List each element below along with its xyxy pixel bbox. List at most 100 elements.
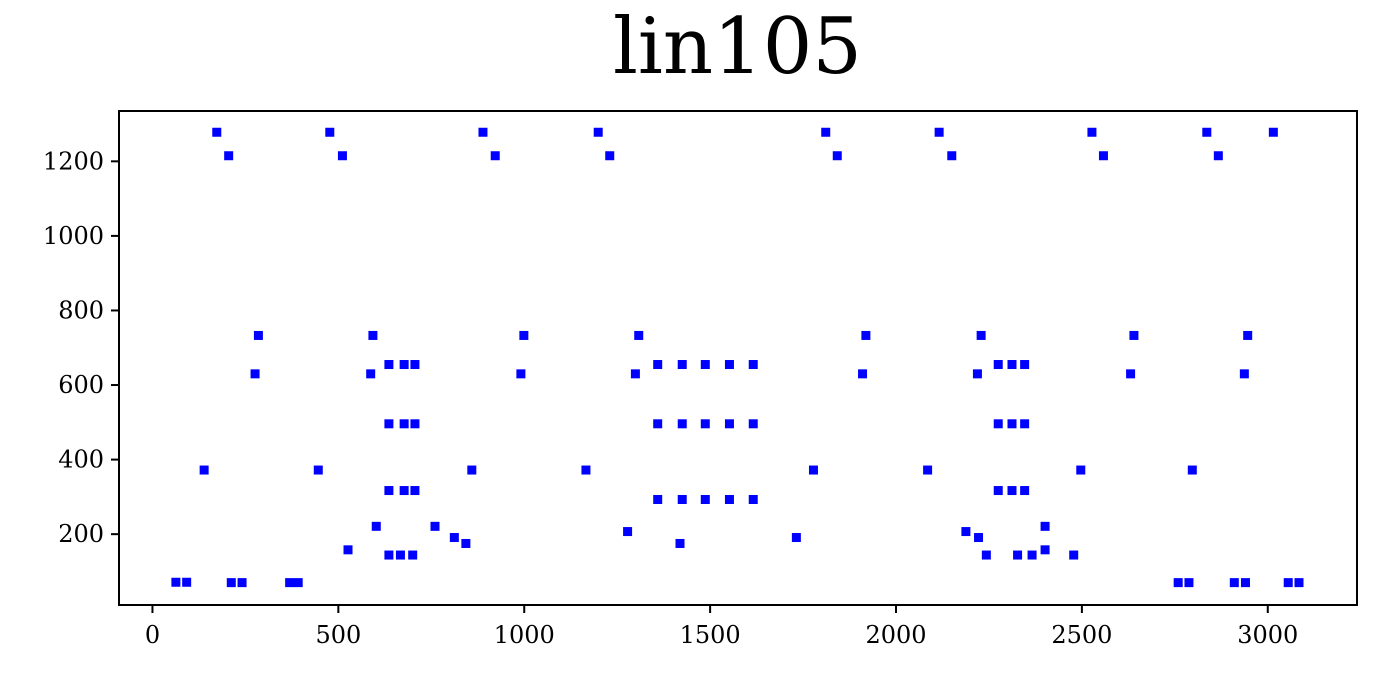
data-point	[337, 151, 347, 161]
data-point	[1126, 369, 1136, 379]
data-point	[1069, 550, 1079, 560]
data-point	[1213, 151, 1223, 161]
data-point	[1013, 550, 1023, 560]
data-point	[623, 527, 633, 537]
data-point	[1087, 127, 1097, 137]
data-point	[634, 330, 644, 340]
data-point	[1007, 360, 1017, 370]
data-point	[791, 533, 801, 543]
data-point	[981, 550, 991, 560]
data-point	[408, 550, 418, 560]
data-point	[325, 127, 335, 137]
data-point	[700, 494, 710, 504]
data-point	[253, 330, 263, 340]
data-point	[605, 151, 615, 161]
data-point	[366, 369, 376, 379]
x-tick-label: 1000	[494, 621, 555, 649]
data-point	[371, 521, 381, 531]
data-point	[1202, 127, 1212, 137]
x-tick-label: 2500	[1051, 621, 1112, 649]
data-point	[285, 578, 295, 588]
y-tick-label: 1000	[43, 222, 104, 250]
y-tick-label: 600	[58, 371, 104, 399]
data-point	[974, 533, 984, 543]
data-point	[821, 127, 831, 137]
data-point	[653, 419, 663, 429]
data-point	[399, 486, 409, 496]
data-point	[1184, 578, 1194, 588]
data-point	[519, 330, 529, 340]
data-point	[724, 494, 734, 504]
x-tick-label: 0	[145, 621, 160, 649]
data-point	[653, 360, 663, 370]
data-point	[700, 360, 710, 370]
data-point	[1173, 578, 1183, 588]
data-point	[947, 151, 957, 161]
data-point	[675, 538, 685, 548]
data-point	[399, 419, 409, 429]
data-point	[677, 494, 687, 504]
chart-title: lin105	[612, 2, 862, 92]
data-point	[1020, 486, 1030, 496]
data-point	[1007, 419, 1017, 429]
data-point	[368, 330, 378, 340]
data-point	[226, 578, 236, 588]
data-point	[748, 494, 758, 504]
data-point	[449, 533, 459, 543]
data-point	[653, 494, 663, 504]
data-point	[961, 527, 971, 537]
data-point	[1076, 465, 1086, 475]
data-point	[237, 578, 247, 588]
data-point	[410, 360, 420, 370]
data-point	[171, 577, 181, 587]
data-point	[748, 419, 758, 429]
x-axis: 0 500 1000 1500 2000 2500 3000	[145, 605, 1298, 649]
data-point	[410, 419, 420, 429]
data-point	[748, 360, 758, 370]
y-tick-label: 200	[58, 520, 104, 548]
data-point	[384, 419, 394, 429]
x-tick-label: 2000	[865, 621, 926, 649]
data-point	[1294, 578, 1304, 588]
data-point	[313, 465, 323, 475]
data-point	[182, 577, 192, 587]
data-point	[199, 465, 209, 475]
data-point	[478, 127, 488, 137]
data-point	[384, 360, 394, 370]
data-point	[724, 360, 734, 370]
y-axis: 200 400 600 800 1000 1200	[43, 147, 119, 548]
data-point	[972, 369, 982, 379]
data-point	[1040, 545, 1050, 555]
data-point	[224, 151, 234, 161]
data-point	[993, 419, 1003, 429]
data-point	[677, 419, 687, 429]
points-layer	[171, 127, 1304, 588]
y-tick-label: 800	[58, 296, 104, 324]
data-point	[516, 369, 526, 379]
data-point	[1240, 578, 1250, 588]
data-point	[399, 360, 409, 370]
data-point	[461, 538, 471, 548]
data-point	[293, 578, 303, 588]
data-point	[630, 369, 640, 379]
data-point	[1243, 330, 1253, 340]
data-point	[593, 127, 603, 137]
data-point	[384, 550, 394, 560]
data-point	[430, 521, 440, 531]
data-point	[832, 151, 842, 161]
data-point	[724, 419, 734, 429]
data-point	[677, 360, 687, 370]
data-point	[858, 369, 868, 379]
data-point	[923, 465, 933, 475]
data-point	[1040, 521, 1050, 531]
data-point	[1020, 360, 1030, 370]
data-point	[581, 465, 591, 475]
data-point	[808, 465, 818, 475]
data-point	[993, 486, 1003, 496]
data-point	[1129, 330, 1139, 340]
data-point	[1187, 465, 1197, 475]
data-point	[410, 486, 420, 496]
y-tick-label: 1200	[43, 147, 104, 175]
data-point	[934, 127, 944, 137]
x-tick-label: 500	[315, 621, 361, 649]
